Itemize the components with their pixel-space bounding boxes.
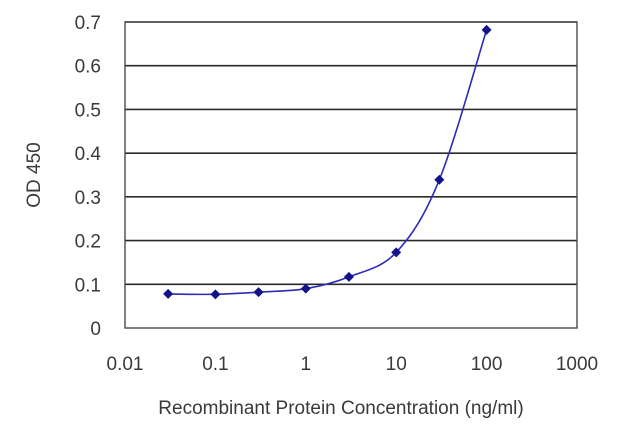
y-tick-label: 0.7 xyxy=(75,13,101,34)
y-tick-label: 0.2 xyxy=(75,232,101,253)
data-point xyxy=(210,289,221,300)
y-tick-label: 0.1 xyxy=(75,275,101,296)
data-point xyxy=(481,24,492,35)
x-tick-label: 10 xyxy=(386,354,407,375)
x-axis-title: Recombinant Protein Concentration (ng/ml… xyxy=(158,398,523,419)
x-tick-labels: 0.01 0.1 1 10 100 1000 xyxy=(107,354,599,375)
x-tick-label: 100 xyxy=(471,354,503,375)
y-tick-label: 0.5 xyxy=(75,100,101,121)
data-point xyxy=(343,271,354,282)
plot-frame xyxy=(124,21,578,329)
fit-curve xyxy=(168,29,488,296)
x-tick-label: 1000 xyxy=(556,354,598,375)
y-tick-label: 0 xyxy=(90,319,101,340)
data-points xyxy=(163,24,492,300)
x-tick-label: 0.01 xyxy=(107,354,144,375)
y-axis-title: OD 450 xyxy=(24,142,45,207)
y-tick-label: 0.4 xyxy=(75,144,102,165)
gridlines xyxy=(125,21,577,286)
data-point xyxy=(300,283,311,294)
x-tick-label: 0.1 xyxy=(202,354,228,375)
data-point xyxy=(253,287,264,298)
data-point xyxy=(434,174,445,185)
y-tick-label: 0.3 xyxy=(75,188,101,209)
x-tick-label: 1 xyxy=(301,354,312,375)
y-tick-label: 0.6 xyxy=(75,57,101,78)
y-tick-labels: 0 0.1 0.2 0.3 0.4 0.5 0.6 0.7 xyxy=(75,13,102,340)
data-point xyxy=(163,288,174,299)
data-point xyxy=(391,247,402,258)
